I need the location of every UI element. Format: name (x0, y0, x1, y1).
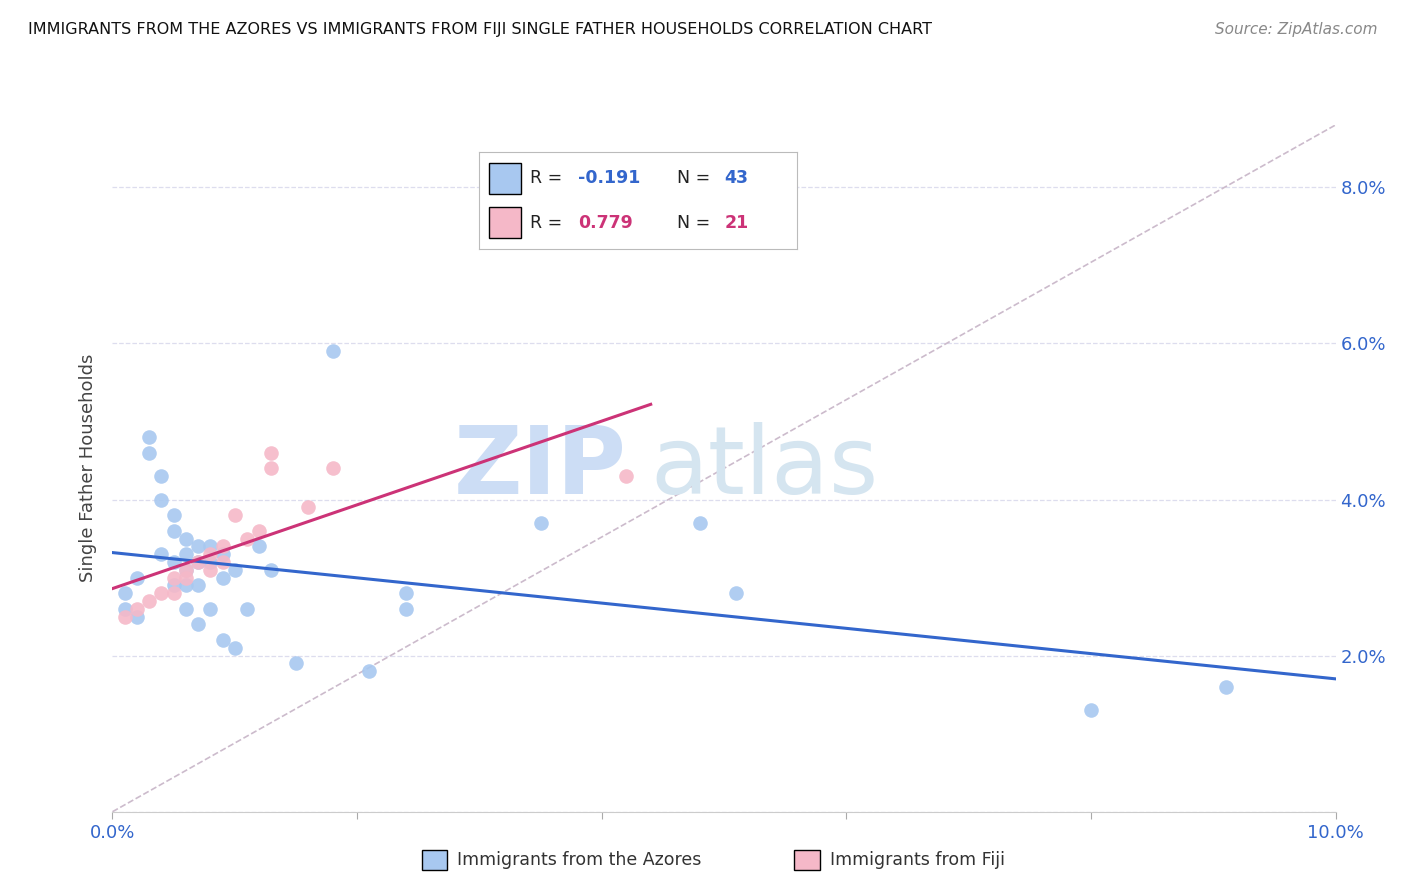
Point (138, 445, 160, 460)
Point (211, 547, 233, 561)
Point (187, 578, 209, 592)
Point (260, 461, 283, 475)
Point (138, 594, 160, 608)
Text: IMMIGRANTS FROM THE AZORES VS IMMIGRANTS FROM FIJI SINGLE FATHER HOUSEHOLDS CORR: IMMIGRANTS FROM THE AZORES VS IMMIGRANTS… (28, 22, 932, 37)
Text: R =: R = (530, 213, 568, 232)
Point (163, 555, 186, 569)
Point (260, 445, 283, 460)
Point (395, 601, 418, 615)
Point (163, 508, 186, 523)
Point (211, 555, 233, 569)
Point (174, 547, 197, 561)
Point (236, 601, 259, 615)
Text: -0.191: -0.191 (578, 169, 640, 187)
Point (150, 492, 173, 507)
Point (395, 586, 418, 600)
Point (125, 609, 148, 624)
Point (725, 586, 748, 600)
Point (138, 430, 160, 444)
Point (211, 571, 233, 585)
Text: N =: N = (676, 213, 716, 232)
Point (224, 563, 246, 577)
Point (689, 516, 711, 530)
Text: Immigrants from Fiji: Immigrants from Fiji (830, 851, 1004, 869)
Point (322, 344, 344, 359)
Text: 43: 43 (724, 169, 748, 187)
Point (211, 633, 233, 648)
Text: R =: R = (530, 169, 568, 187)
Point (530, 516, 553, 530)
Point (163, 524, 186, 538)
Point (236, 532, 259, 546)
Point (163, 586, 186, 600)
Point (200, 555, 222, 569)
Point (174, 601, 197, 615)
Point (163, 578, 186, 592)
Point (187, 539, 209, 553)
Point (200, 547, 222, 561)
Point (1080, 703, 1102, 717)
Point (200, 539, 222, 553)
FancyBboxPatch shape (489, 163, 520, 194)
Text: ZIP: ZIP (453, 422, 626, 515)
Point (322, 461, 344, 475)
Point (163, 571, 186, 585)
Text: Immigrants from the Azores: Immigrants from the Azores (457, 851, 702, 869)
Point (187, 617, 209, 632)
Y-axis label: Single Father Households: Single Father Households (79, 354, 97, 582)
Point (260, 563, 283, 577)
Point (114, 586, 136, 600)
Point (614, 469, 637, 483)
Text: atlas: atlas (651, 422, 879, 515)
Point (200, 601, 222, 615)
Text: Source: ZipAtlas.com: Source: ZipAtlas.com (1215, 22, 1378, 37)
Point (211, 539, 233, 553)
Point (150, 586, 173, 600)
Point (247, 539, 270, 553)
Point (114, 609, 136, 624)
Point (284, 657, 308, 671)
Text: N =: N = (676, 169, 716, 187)
Point (187, 555, 209, 569)
Point (174, 563, 197, 577)
Point (174, 578, 197, 592)
Point (174, 563, 197, 577)
FancyBboxPatch shape (489, 207, 520, 238)
Point (297, 500, 319, 515)
Point (247, 524, 270, 538)
Point (114, 601, 136, 615)
Point (150, 547, 173, 561)
Point (174, 532, 197, 546)
Point (187, 555, 209, 569)
Point (150, 469, 173, 483)
Point (224, 640, 246, 655)
Point (224, 508, 246, 523)
Point (359, 664, 381, 678)
Point (200, 563, 222, 577)
Text: 21: 21 (724, 213, 748, 232)
Point (1215, 680, 1237, 694)
Point (125, 601, 148, 615)
Point (125, 571, 148, 585)
Text: 0.779: 0.779 (578, 213, 633, 232)
Point (174, 571, 197, 585)
